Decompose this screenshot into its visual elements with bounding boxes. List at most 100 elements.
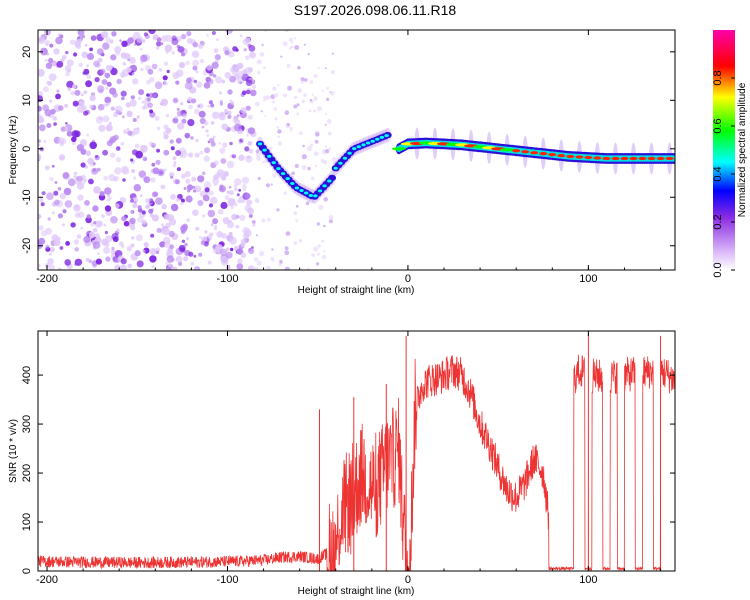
noise-blob [149, 109, 154, 114]
noise-blob [235, 48, 239, 52]
noise-blob [210, 121, 215, 125]
noise-blob [72, 100, 79, 107]
noise-blob [293, 104, 298, 109]
noise-blob [161, 204, 167, 210]
noise-blob [141, 156, 145, 159]
noise-blob [60, 138, 67, 145]
x-tick-label: 0 [405, 273, 411, 285]
noise-blob [217, 208, 224, 215]
noise-blob [132, 118, 137, 122]
noise-blob [282, 41, 288, 47]
noise-blob [188, 104, 194, 110]
noise-blob [138, 89, 145, 96]
noise-blob [300, 80, 304, 84]
noise-blob [250, 89, 257, 97]
noise-blob [97, 252, 100, 256]
noise-blob [141, 219, 147, 225]
noise-blob [302, 144, 305, 148]
noise-blob [267, 217, 271, 222]
noise-blob [264, 115, 267, 118]
noise-blob [126, 110, 133, 118]
noise-blob [61, 223, 66, 227]
noise-blob [83, 90, 88, 95]
y-tick-label: 0 [21, 568, 33, 574]
noise-blob [285, 231, 291, 237]
noise-blob [237, 258, 243, 264]
noise-blob [145, 204, 150, 209]
noise-blob [185, 60, 190, 66]
trace-core [370, 139, 375, 143]
noise-blob [192, 41, 199, 48]
noise-blob [141, 100, 145, 104]
noise-blob [210, 223, 214, 227]
noise-blob [101, 31, 109, 39]
noise-blob [277, 84, 280, 87]
noise-blob [326, 119, 332, 124]
x-tick-label: 100 [579, 273, 597, 285]
noise-blob [38, 225, 44, 231]
noise-blob [53, 116, 57, 121]
noise-blob [94, 77, 100, 83]
noise-blob [104, 187, 112, 195]
noise-blob [84, 43, 88, 47]
noise-blob [203, 82, 211, 89]
noise-blob [184, 171, 191, 178]
noise-blob [151, 63, 158, 70]
noise-blob [272, 86, 277, 91]
noise-blob [184, 242, 188, 247]
noise-blob [71, 140, 77, 146]
noise-blob [240, 242, 246, 247]
noise-blob [234, 119, 241, 126]
noise-blob [212, 135, 216, 139]
x-tick-label: 100 [579, 574, 597, 586]
noise-blob [261, 218, 266, 223]
noise-blob [256, 70, 261, 75]
noise-blob [104, 230, 108, 235]
noise-blob [73, 171, 78, 176]
noise-blob [161, 225, 168, 232]
noise-blob [151, 214, 160, 222]
noise-blob [110, 249, 116, 255]
noise-blob [249, 214, 253, 218]
noise-blob [172, 163, 177, 168]
noise-blob [187, 152, 194, 158]
trace-core [384, 134, 389, 138]
noise-blob [254, 198, 260, 203]
trace-core [285, 177, 290, 181]
noise-blob [207, 78, 214, 85]
noise-blob [89, 104, 94, 110]
noise-blob [136, 115, 140, 119]
noise-blob [115, 146, 121, 151]
noise-blob [64, 126, 69, 131]
noise-blob [197, 104, 201, 108]
noise-blob [53, 48, 60, 55]
noise-blob [74, 89, 81, 96]
noise-blob [179, 63, 184, 68]
noise-blob [186, 30, 192, 37]
trace-core [294, 186, 300, 190]
noise-blob [134, 204, 137, 207]
noise-blob [159, 241, 166, 248]
noise-blob [83, 110, 89, 116]
noise-blob [331, 156, 337, 162]
noise-blob [176, 167, 181, 172]
noise-blob [141, 210, 146, 215]
noise-blob [214, 54, 221, 61]
noise-blob [40, 230, 48, 237]
trace-core [611, 156, 620, 161]
noise-blob [245, 89, 251, 95]
noise-blob [248, 148, 254, 154]
noise-blob [206, 134, 210, 137]
noise-blob [284, 246, 289, 251]
noise-blob [74, 212, 81, 218]
noise-blob [160, 98, 168, 107]
noise-blob [324, 123, 327, 126]
noise-blob [150, 233, 155, 238]
noise-blob [221, 233, 227, 239]
noise-blob [229, 75, 237, 83]
noise-blob [260, 110, 263, 113]
noise-blob [80, 226, 84, 230]
noise-blob [293, 211, 298, 216]
x-tick-label: 0 [405, 574, 411, 586]
noise-blob [45, 244, 50, 249]
